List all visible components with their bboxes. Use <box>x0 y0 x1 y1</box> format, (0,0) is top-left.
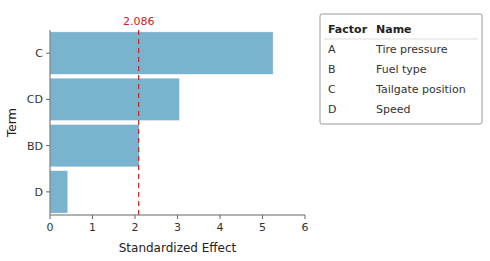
legend-cell: A <box>328 43 336 56</box>
x-tick-label: 4 <box>217 221 224 234</box>
x-tick-label: 0 <box>47 221 54 234</box>
y-tick <box>46 53 50 54</box>
bar <box>50 32 273 75</box>
chart-container: 2.0860123456DBDCDCStandardized EffectTer… <box>0 0 490 261</box>
y-tick <box>46 145 50 146</box>
x-tick-label: 5 <box>259 221 266 234</box>
reference-label: 2.086 <box>123 15 155 28</box>
plot-background <box>50 30 305 215</box>
y-axis-label: Term <box>5 108 19 138</box>
legend-cell: C <box>328 83 336 96</box>
legend-table: Factor Name A Tire pressure B Fuel type C Tailg… <box>320 14 482 124</box>
x-tick-label: 2 <box>132 221 139 234</box>
y-tick <box>46 191 50 192</box>
y-tick-label: CD <box>27 93 43 106</box>
x-tick-label: 3 <box>174 221 181 234</box>
y-tick <box>46 99 50 100</box>
bar <box>50 124 139 167</box>
bar <box>50 171 68 214</box>
bars <box>50 30 273 215</box>
legend-cell: B <box>328 63 336 76</box>
x-tick <box>135 215 136 219</box>
legend-box <box>320 14 482 124</box>
bar <box>50 78 180 121</box>
legend-cell: Fuel type <box>376 63 427 76</box>
y-tick-label: BD <box>27 140 43 153</box>
x-axis-label: Standardized Effect <box>119 241 237 255</box>
chart: 2.0860123456DBDCDCStandardized EffectTer… <box>0 0 490 261</box>
x-tick <box>220 215 221 219</box>
x-tick-label: 1 <box>89 221 96 234</box>
x-tick <box>177 215 178 219</box>
y-axis-line <box>50 30 51 215</box>
legend-header: Name <box>376 23 412 36</box>
reference-line <box>138 30 139 215</box>
x-tick-label: 6 <box>302 221 309 234</box>
legend-header: Factor <box>328 23 368 36</box>
legend-cell: Speed <box>376 103 410 116</box>
legend-cell: Tire pressure <box>375 43 448 56</box>
legend-divider <box>324 39 478 40</box>
y-tick-label: D <box>35 186 43 199</box>
x-tick <box>262 215 263 219</box>
legend-cell: Tailgate position <box>375 83 466 96</box>
x-tick <box>92 215 93 219</box>
legend-cell: D <box>328 103 336 116</box>
x-tick <box>50 215 51 219</box>
x-tick <box>305 215 306 219</box>
y-tick-label: C <box>35 47 43 60</box>
